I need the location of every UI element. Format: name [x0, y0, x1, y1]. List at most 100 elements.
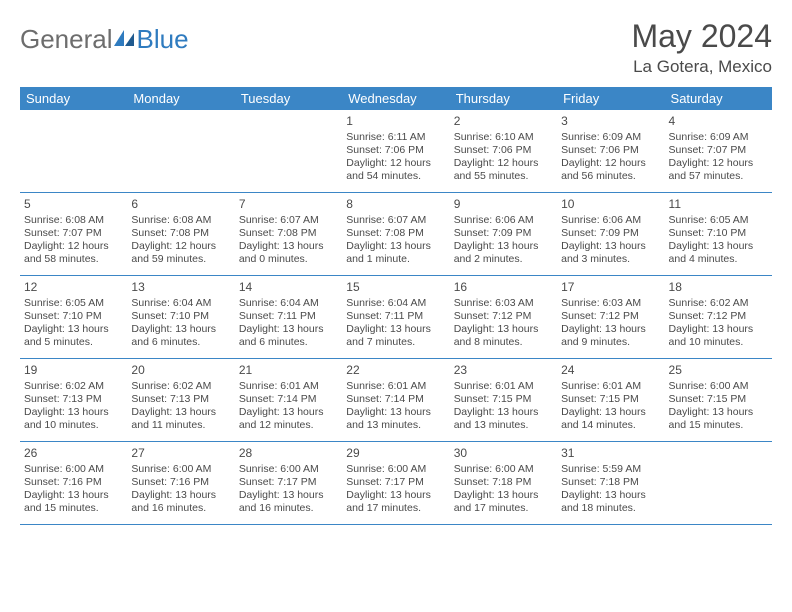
day-detail-line: Sunset: 7:12 PM [454, 310, 553, 323]
day-detail-line: Sunset: 7:08 PM [346, 227, 445, 240]
day-detail-line: Sunrise: 6:00 AM [454, 463, 553, 476]
day-detail-line: Sunrise: 6:08 AM [24, 214, 123, 227]
day-cell: 18Sunrise: 6:02 AMSunset: 7:12 PMDayligh… [665, 276, 772, 358]
dow-saturday: Saturday [665, 87, 772, 110]
day-number: 24 [561, 363, 660, 378]
day-cell [20, 110, 127, 192]
day-detail-line: Sunrise: 6:00 AM [131, 463, 230, 476]
day-detail-line: Sunrise: 6:04 AM [346, 297, 445, 310]
week-row: 1Sunrise: 6:11 AMSunset: 7:06 PMDaylight… [20, 110, 772, 193]
day-detail-line: Daylight: 13 hours and 5 minutes. [24, 323, 123, 349]
dow-tuesday: Tuesday [235, 87, 342, 110]
day-cell: 20Sunrise: 6:02 AMSunset: 7:13 PMDayligh… [127, 359, 234, 441]
day-number: 1 [346, 114, 445, 129]
day-cell: 24 Sunrise: 6:01 AMSunset: 7:15 PMDayligh… [557, 359, 664, 441]
day-number: 23 [454, 363, 553, 378]
day-detail-line: Sunrise: 6:01 AM [346, 380, 445, 393]
day-detail-line: Daylight: 13 hours and 17 minutes. [346, 489, 445, 515]
day-number: 8 [346, 197, 445, 212]
day-detail-line: Sunrise: 6:07 AM [346, 214, 445, 227]
day-detail-line: Daylight: 12 hours and 59 minutes. [131, 240, 230, 266]
day-detail-line: Daylight: 13 hours and 4 minutes. [669, 240, 768, 266]
day-cell: 11 Sunrise: 6:05 AMSunset: 7:10 PMDayligh… [665, 193, 772, 275]
day-detail-line: Daylight: 12 hours and 54 minutes. [346, 157, 445, 183]
day-cell: 22Sunrise: 6:01 AMSunset: 7:14 PMDayligh… [342, 359, 449, 441]
day-cell: 12Sunrise: 6:05 AMSunset: 7:10 PMDayligh… [20, 276, 127, 358]
day-number: 11 [669, 197, 768, 212]
day-detail-line: Sunset: 7:17 PM [346, 476, 445, 489]
day-number: 4 [669, 114, 768, 129]
dow-sunday: Sunday [20, 87, 127, 110]
day-detail-line: Daylight: 13 hours and 9 minutes. [561, 323, 660, 349]
day-number: 28 [239, 446, 338, 461]
logo: General Blue [20, 18, 189, 55]
day-detail-line: Sunset: 7:15 PM [454, 393, 553, 406]
dow-monday: Monday [127, 87, 234, 110]
day-detail-line: Sunrise: 6:03 AM [561, 297, 660, 310]
day-detail-line: Sunset: 7:08 PM [131, 227, 230, 240]
day-cell: 10Sunrise: 6:06 AMSunset: 7:09 PMDayligh… [557, 193, 664, 275]
day-detail-line: Sunset: 7:15 PM [561, 393, 660, 406]
day-detail-line: Sunset: 7:09 PM [454, 227, 553, 240]
day-cell: 21Sunrise: 6:01 AMSunset: 7:14 PMDayligh… [235, 359, 342, 441]
day-detail-line: Sunset: 7:08 PM [239, 227, 338, 240]
day-detail-line: Daylight: 13 hours and 16 minutes. [239, 489, 338, 515]
day-detail-line: Daylight: 13 hours and 18 minutes. [561, 489, 660, 515]
day-detail-line: Sunrise: 6:07 AM [239, 214, 338, 227]
day-detail-line: Sunrise: 6:09 AM [561, 131, 660, 144]
day-cell: 3Sunrise: 6:09 AMSunset: 7:06 PMDaylight… [557, 110, 664, 192]
day-detail-line: Daylight: 13 hours and 11 minutes. [131, 406, 230, 432]
day-cell: 1Sunrise: 6:11 AMSunset: 7:06 PMDaylight… [342, 110, 449, 192]
day-number: 18 [669, 280, 768, 295]
calendar: Sunday Monday Tuesday Wednesday Thursday… [20, 87, 772, 525]
day-cell [127, 110, 234, 192]
day-detail-line: Sunrise: 6:09 AM [669, 131, 768, 144]
day-cell: 9Sunrise: 6:06 AMSunset: 7:09 PMDaylight… [450, 193, 557, 275]
day-detail-line: Sunset: 7:15 PM [669, 393, 768, 406]
day-detail-line: Daylight: 12 hours and 57 minutes. [669, 157, 768, 183]
day-cell: 30Sunrise: 6:00 AMSunset: 7:18 PMDayligh… [450, 442, 557, 524]
day-detail-line: Daylight: 13 hours and 13 minutes. [454, 406, 553, 432]
day-cell: 17Sunrise: 6:03 AMSunset: 7:12 PMDayligh… [557, 276, 664, 358]
day-detail-line: Daylight: 13 hours and 15 minutes. [669, 406, 768, 432]
day-detail-line: Sunrise: 6:03 AM [454, 297, 553, 310]
day-detail-line: Sunrise: 6:08 AM [131, 214, 230, 227]
day-detail-line: Daylight: 12 hours and 58 minutes. [24, 240, 123, 266]
day-cell: 19Sunrise: 6:02 AMSunset: 7:13 PMDayligh… [20, 359, 127, 441]
day-detail-line: Daylight: 13 hours and 10 minutes. [24, 406, 123, 432]
day-detail-line: Sunset: 7:10 PM [669, 227, 768, 240]
day-detail-line: Sunrise: 6:05 AM [669, 214, 768, 227]
day-detail-line: Sunset: 7:13 PM [24, 393, 123, 406]
day-detail-line: Daylight: 13 hours and 1 minute. [346, 240, 445, 266]
day-cell: 31Sunrise: 5:59 AMSunset: 7:18 PMDayligh… [557, 442, 664, 524]
day-number: 25 [669, 363, 768, 378]
day-detail-line: Daylight: 13 hours and 16 minutes. [131, 489, 230, 515]
day-detail-line: Daylight: 13 hours and 12 minutes. [239, 406, 338, 432]
logo-text-blue: Blue [137, 24, 189, 55]
header: General Blue May 2024 La Gotera, Mexico [20, 18, 772, 77]
day-detail-line: Sunset: 7:10 PM [24, 310, 123, 323]
day-detail-line: Daylight: 13 hours and 15 minutes. [24, 489, 123, 515]
day-number: 31 [561, 446, 660, 461]
day-detail-line: Sunset: 7:18 PM [454, 476, 553, 489]
day-detail-line: Daylight: 12 hours and 55 minutes. [454, 157, 553, 183]
day-cell: 23Sunrise: 6:01 AMSunset: 7:15 PMDayligh… [450, 359, 557, 441]
day-number: 16 [454, 280, 553, 295]
day-detail-line: Sunrise: 6:00 AM [669, 380, 768, 393]
day-detail-line: Daylight: 13 hours and 13 minutes. [346, 406, 445, 432]
day-detail-line: Sunset: 7:16 PM [24, 476, 123, 489]
calendar-weeks: 1Sunrise: 6:11 AMSunset: 7:06 PMDaylight… [20, 110, 772, 525]
day-detail-line: Sunset: 7:14 PM [346, 393, 445, 406]
dow-friday: Friday [557, 87, 664, 110]
day-cell: 29Sunrise: 6:00 AMSunset: 7:17 PMDayligh… [342, 442, 449, 524]
day-detail-line: Sunset: 7:06 PM [454, 144, 553, 157]
day-detail-line: Daylight: 13 hours and 14 minutes. [561, 406, 660, 432]
day-detail-line: Sunset: 7:06 PM [561, 144, 660, 157]
day-detail-line: Daylight: 13 hours and 10 minutes. [669, 323, 768, 349]
day-cell: 16Sunrise: 6:03 AMSunset: 7:12 PMDayligh… [450, 276, 557, 358]
day-detail-line: Sunrise: 6:11 AM [346, 131, 445, 144]
day-detail-line: Sunset: 7:07 PM [24, 227, 123, 240]
day-number: 21 [239, 363, 338, 378]
day-detail-line: Sunrise: 6:01 AM [561, 380, 660, 393]
location-label: La Gotera, Mexico [631, 57, 772, 77]
